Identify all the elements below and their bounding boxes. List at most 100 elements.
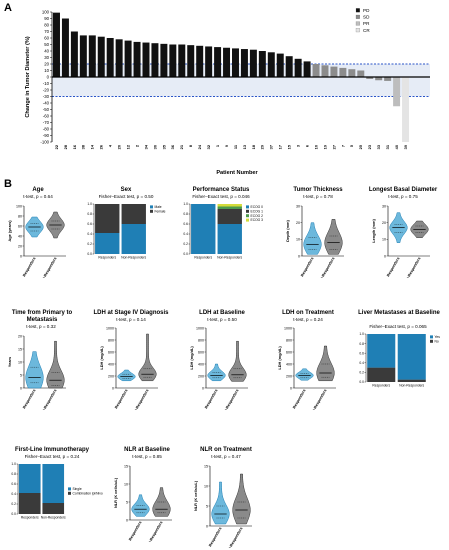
bar: [240, 49, 248, 77]
x-tick-label: Responders: [208, 527, 222, 548]
bar: [393, 77, 401, 107]
bar: [312, 64, 320, 77]
y-tick-label: 1000: [106, 326, 114, 330]
y-tick-label: 5: [206, 504, 208, 508]
time-subtitle: t-test, p = 0.32: [26, 324, 56, 329]
liver-chart: 0.0 0.2 0.4 0.6 0.8 1.0 Responders Non-Responde…: [359, 332, 440, 388]
x-tick-label: 32: [206, 144, 211, 149]
stacked-bar-segment: [397, 379, 426, 382]
x-tick-label: 18: [251, 144, 256, 149]
x-tick-label: 6: [304, 144, 309, 147]
thickness-title: Tumor Thickness: [293, 187, 343, 193]
x-tick-label: Responders: [22, 389, 36, 410]
y-tick-label: 0.6: [11, 482, 16, 486]
stacked-bar-segment: [95, 233, 120, 254]
x-tick-label: Responders: [372, 384, 390, 388]
x-tick-label: 1: [215, 144, 220, 147]
legend-swatch: [246, 218, 249, 222]
thickness-subtitle: t-test, p = 0.78: [303, 194, 333, 199]
y-tick-label: -40: [43, 101, 50, 106]
sex-subtitle: Fisher–Exact test, p = 0.50: [98, 194, 154, 199]
bar: [106, 38, 114, 77]
y-tick-label: 60: [44, 36, 49, 41]
y-tick-label: 0: [202, 386, 204, 390]
ecog-title: Performance Status: [192, 187, 250, 193]
x-tick-label: 28: [63, 144, 68, 149]
y-tick-label: 100: [16, 204, 22, 208]
bar: [133, 41, 141, 77]
basal-title: Longest Basal Diameter: [368, 187, 438, 193]
bar: [249, 49, 257, 77]
x-tick-label: 37: [269, 145, 274, 149]
y-tick-label: 40: [18, 234, 22, 238]
legend-label: ECOG 0: [251, 205, 264, 209]
y-tick-label: 20: [296, 221, 300, 225]
y-tick-label: 20: [382, 221, 386, 225]
y-tick-label: -70: [43, 120, 50, 125]
bar: [339, 67, 347, 77]
y-tick-label: 80: [44, 23, 49, 28]
y-tick-label: -100: [40, 140, 49, 145]
legend-swatch: [246, 214, 249, 218]
y-tick-label: 0.4: [183, 232, 188, 236]
violin: [211, 481, 230, 525]
firstline-title: First-Line Immunotherapy: [14, 447, 89, 453]
x-tick-label: Responders: [114, 389, 128, 410]
legend-label: Combination ipi/Nivo: [73, 491, 103, 495]
y-tick-label: 15: [204, 464, 208, 468]
legend-swatch: [68, 487, 71, 491]
legend-label: ECOG 3: [251, 218, 264, 222]
y-tick-label: 1000: [284, 326, 292, 330]
x-tick-label: 19: [322, 144, 327, 149]
bar: [267, 52, 275, 77]
x-tick-label: Non-Responders: [403, 257, 422, 279]
x-tick-label: 20: [117, 145, 122, 149]
x-tick-label: 16: [72, 144, 77, 149]
x-tick-label: 21: [179, 144, 184, 149]
legend-label: Single: [73, 487, 82, 491]
y-tick-label: 0: [290, 386, 292, 390]
y-axis-label: NLR (K cells/uL): [193, 480, 198, 511]
stacked-bar-segment: [397, 334, 426, 380]
ldhb-title: LDH at Baseline: [199, 310, 245, 316]
y-tick-label: 200: [108, 374, 114, 378]
y-tick-label: 0: [20, 386, 22, 390]
ecog-chart: 0.0 0.2 0.4 0.6 0.8 1.0 Responders Non-Responde…: [183, 202, 264, 259]
x-tick-label: 22: [54, 144, 59, 149]
legend-label: ECOG 2: [251, 214, 264, 218]
y-axis-label: Depth (mm): [285, 219, 290, 241]
y-axis-label: Age (years): [7, 220, 12, 242]
y-tick-label: 0.2: [87, 242, 92, 246]
y-tick-label: 20: [44, 62, 49, 67]
y-tick-label: -30: [43, 94, 50, 99]
y-tick-label: 0.8: [87, 212, 92, 216]
bar: [214, 47, 222, 77]
y-tick-label: 0.0: [11, 512, 16, 516]
x-tick-label: Responders: [204, 389, 218, 410]
bar: [258, 51, 266, 77]
x-tick-label: 36: [170, 144, 175, 149]
legend-label: Female: [155, 209, 166, 213]
stacked-bar-segment: [367, 367, 396, 382]
basal-chart: 0 10 20 30 Length (mm) Responders Non-Responde…: [371, 204, 430, 279]
legend-label: ECOG 1: [251, 209, 264, 213]
legend-label: PD: [363, 8, 370, 13]
y-tick-label: 5: [126, 500, 128, 504]
nlrt-title: NLR on Treatment: [200, 447, 252, 453]
legend-label: Male: [155, 205, 162, 209]
age-subtitle: t-test, p = 0.64: [23, 194, 53, 199]
nlrb-chart: 0 5 10 15 NLR (K cells/uL) Responders Non-Resp…: [113, 464, 172, 542]
y-tick-label: 10: [382, 238, 386, 242]
y-tick-label: 0.6: [87, 222, 92, 226]
stacked-bar-segment: [217, 204, 242, 207]
x-tick-label: 17: [278, 145, 283, 149]
y-tick-label: 600: [198, 350, 204, 354]
stacked-bar-segment: [217, 206, 242, 209]
bar: [375, 77, 383, 81]
y-tick-label: 40: [44, 49, 49, 54]
violin: [138, 333, 157, 382]
y-tick-label: 0.2: [359, 371, 364, 375]
ecog-subtitle: Fisher–Exact test, p = 0.046: [192, 194, 250, 199]
bar: [276, 53, 284, 77]
panel-b-letter: B: [4, 178, 12, 190]
